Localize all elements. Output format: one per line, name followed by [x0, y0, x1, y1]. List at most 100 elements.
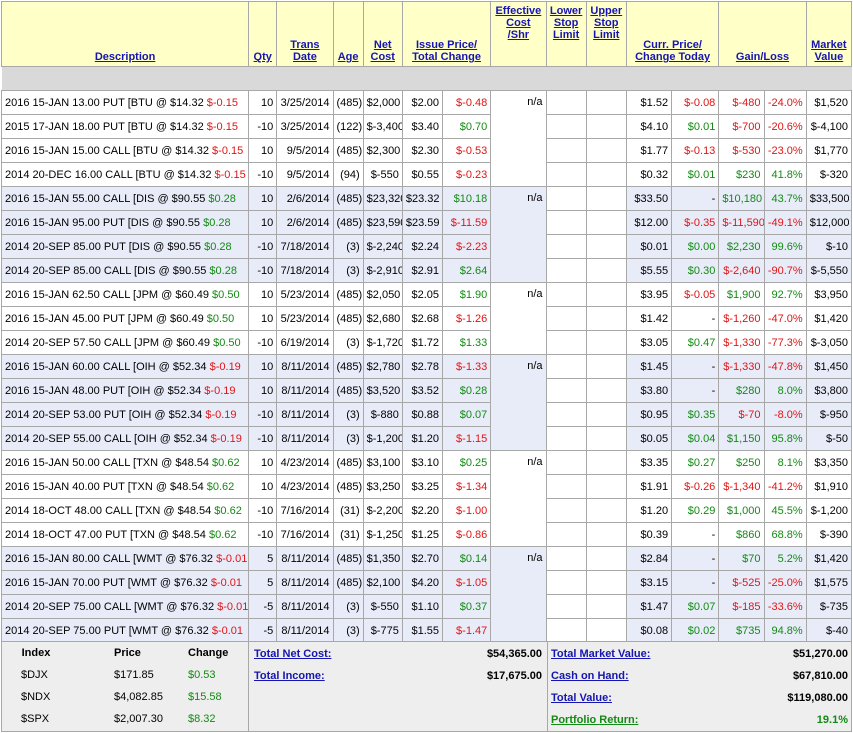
col-net-cost[interactable]: Net Cost [362, 1, 403, 67]
position-description: 2014 18-OCT 47.00 PUT [TXN @ $48.54 $0.6… [0, 522, 250, 547]
col-upper-stop[interactable]: Upper Stop Limit [585, 1, 627, 67]
curr-price-cell: $0.05 [625, 426, 673, 451]
trans-date-cell: 2/6/2014 [276, 186, 334, 211]
lower-stop-cell[interactable] [545, 618, 587, 643]
total-change-cell: $-2.23 [442, 234, 492, 259]
change-today-cell: $0.27 [671, 450, 720, 475]
upper-stop-cell[interactable] [585, 282, 627, 307]
upper-stop-cell[interactable] [585, 618, 627, 643]
upper-stop-cell[interactable] [585, 474, 627, 499]
col-lower-stop[interactable]: Lower Stop Limit [545, 1, 587, 67]
qty-cell: -10 [248, 114, 278, 139]
upper-stop-cell[interactable] [585, 570, 627, 595]
upper-stop-cell[interactable] [585, 258, 627, 283]
upper-stop-cell[interactable] [585, 186, 627, 211]
lower-stop-cell[interactable] [545, 594, 587, 619]
upper-stop-cell[interactable] [585, 498, 627, 523]
upper-stop-cell[interactable] [585, 546, 627, 571]
trans-date-cell: 9/5/2014 [276, 138, 334, 163]
effective-cost-cell: n/a [490, 450, 547, 547]
upper-stop-cell[interactable] [585, 234, 627, 259]
col-description[interactable]: Description [0, 1, 250, 67]
total-change-cell: $-11.59 [442, 210, 492, 235]
cash-on-hand-link[interactable]: Cash on Hand: [551, 670, 629, 682]
lower-stop-cell[interactable] [545, 522, 587, 547]
issue-price-cell: $2.70 [401, 546, 444, 571]
gain-loss-pct-cell: 68.8% [763, 522, 807, 547]
lower-stop-cell[interactable] [545, 546, 587, 571]
summary-footer: Index Price Change $DJX $171.85 $0.53 $N… [1, 641, 852, 732]
position-row: 2016 15-JAN 62.50 CALL [JPM @ $60.49 $0.… [0, 282, 853, 355]
lower-stop-cell[interactable] [545, 234, 587, 259]
option-label: 2014 20-SEP 57.50 CALL [JPM @ $60.49 [5, 336, 214, 349]
total-market-value-link[interactable]: Total Market Value: [551, 648, 651, 660]
total-net-cost-link[interactable]: Total Net Cost: [254, 648, 332, 660]
lower-stop-cell[interactable] [545, 570, 587, 595]
gain-loss-cell: $1,150 [718, 426, 765, 451]
lower-stop-cell[interactable] [545, 90, 587, 115]
lower-stop-cell[interactable] [545, 114, 587, 139]
upper-stop-cell[interactable] [585, 210, 627, 235]
gain-loss-pct-cell: 95.8% [763, 426, 807, 451]
upper-stop-cell[interactable] [585, 330, 627, 355]
lower-stop-cell[interactable] [545, 330, 587, 355]
col-qty[interactable]: Qty [248, 1, 278, 67]
lower-stop-cell[interactable] [545, 210, 587, 235]
total-value-link[interactable]: Total Value: [551, 692, 612, 704]
col-issue-price[interactable]: Issue Price/Total Change [401, 1, 492, 67]
upper-stop-cell[interactable] [585, 522, 627, 547]
lower-stop-cell[interactable] [545, 186, 587, 211]
lower-stop-cell[interactable] [545, 378, 587, 403]
gain-loss-pct-cell: -25.0% [763, 570, 807, 595]
lower-stop-cell[interactable] [545, 138, 587, 163]
lower-stop-cell[interactable] [545, 426, 587, 451]
upper-stop-cell[interactable] [585, 114, 627, 139]
gain-loss-cell: $-11,590 [718, 210, 765, 235]
total-change-cell: $-0.48 [442, 90, 492, 115]
underlying-change: $0.62 [206, 480, 235, 493]
upper-stop-cell[interactable] [585, 426, 627, 451]
col-trans-date[interactable]: Trans Date [276, 1, 334, 67]
net-cost-cell: $2,780 [362, 354, 403, 379]
col-curr-price[interactable]: Curr. Price/Change Today [625, 1, 720, 67]
upper-stop-cell[interactable] [585, 354, 627, 379]
gain-loss-pct-cell: -77.3% [763, 330, 807, 355]
change-today-cell: $0.07 [671, 594, 720, 619]
option-label: 2016 15-JAN 62.50 CALL [JPM @ $60.49 [5, 288, 213, 301]
col-gain-loss[interactable]: Gain/Loss [718, 1, 807, 67]
position-description: 2016 15-JAN 62.50 CALL [JPM @ $60.49 $0.… [0, 282, 250, 307]
col-age[interactable]: Age [332, 1, 364, 67]
trans-date-cell: 5/23/2014 [276, 282, 334, 307]
lower-stop-cell[interactable] [545, 354, 587, 379]
change-today-cell: - [671, 354, 720, 379]
upper-stop-cell[interactable] [585, 162, 627, 187]
upper-stop-cell[interactable] [585, 306, 627, 331]
total-change-cell: $1.33 [442, 330, 492, 355]
col-market-value[interactable]: Market Value [805, 1, 853, 67]
upper-stop-cell[interactable] [585, 594, 627, 619]
upper-stop-cell[interactable] [585, 450, 627, 475]
lower-stop-cell[interactable] [545, 162, 587, 187]
gain-loss-pct-cell: -41.2% [763, 474, 807, 499]
gain-loss-cell: $-525 [718, 570, 765, 595]
total-change-cell: $0.37 [442, 594, 492, 619]
curr-price-cell: $33.50 [625, 186, 673, 211]
index-name: $NDX [21, 691, 51, 703]
upper-stop-cell[interactable] [585, 378, 627, 403]
lower-stop-cell[interactable] [545, 450, 587, 475]
lower-stop-cell[interactable] [545, 474, 587, 499]
lower-stop-cell[interactable] [545, 498, 587, 523]
upper-stop-cell[interactable] [585, 138, 627, 163]
qty-cell: 5 [248, 546, 278, 571]
col-effective-cost[interactable]: Effective Cost/Shr [490, 1, 547, 67]
upper-stop-cell[interactable] [585, 402, 627, 427]
total-income-link[interactable]: Total Income: [254, 670, 325, 682]
lower-stop-cell[interactable] [545, 402, 587, 427]
separator-row [1, 66, 852, 91]
portfolio-return-link[interactable]: Portfolio Return: [551, 714, 639, 726]
lower-stop-cell[interactable] [545, 282, 587, 307]
upper-stop-cell[interactable] [585, 90, 627, 115]
option-label: 2014 20-SEP 55.00 CALL [OIH @ $52.34 [5, 432, 211, 445]
lower-stop-cell[interactable] [545, 306, 587, 331]
lower-stop-cell[interactable] [545, 258, 587, 283]
